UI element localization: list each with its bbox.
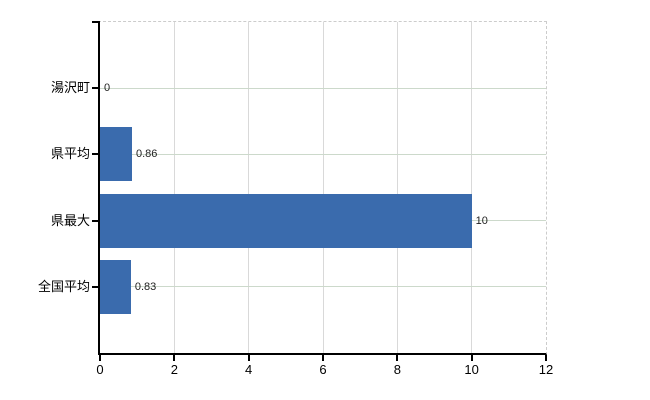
bar-value-label: 0.83 [134, 280, 157, 293]
x-tick-label: 2 [170, 362, 178, 377]
x-tick [99, 355, 101, 361]
plot-area: 0 0.86 10 0.83 [98, 21, 547, 355]
category-label: 県平均 [50, 146, 90, 162]
gridline-vertical [173, 22, 175, 353]
gridline-vertical [322, 22, 324, 353]
bar [100, 259, 131, 314]
gridline-vertical [396, 22, 398, 353]
x-tick-label: 6 [319, 362, 327, 377]
x-tick [322, 355, 324, 361]
gridline-row [100, 153, 546, 155]
gridline-vertical [248, 22, 250, 353]
bar [100, 127, 132, 182]
bar-value-label: 10 [475, 214, 488, 227]
x-tick-label: 10 [464, 362, 479, 377]
gridline-row [100, 87, 546, 89]
x-tick-label: 8 [393, 362, 401, 377]
bar-value-label: 0.86 [135, 148, 158, 161]
y-tick [92, 21, 100, 23]
x-tick [173, 355, 176, 361]
y-tick [92, 87, 100, 90]
x-tick-label: 0 [96, 362, 104, 377]
x-tick [545, 355, 547, 361]
x-tick [247, 355, 250, 361]
gridline-row [100, 286, 546, 288]
x-tick [470, 355, 473, 361]
category-label: 全国平均 [37, 278, 90, 294]
y-tick [92, 219, 100, 222]
x-tick-label: 12 [538, 362, 554, 377]
bar-value-label: 0 [104, 82, 111, 95]
bar [100, 193, 472, 248]
x-tick [396, 355, 399, 361]
category-label: 湯沢町 [50, 80, 90, 96]
y-tick [92, 153, 100, 156]
gridline-vertical [471, 22, 473, 353]
y-tick [92, 285, 100, 288]
x-tick-label: 4 [245, 362, 253, 377]
category-label: 県最大 [50, 212, 90, 228]
